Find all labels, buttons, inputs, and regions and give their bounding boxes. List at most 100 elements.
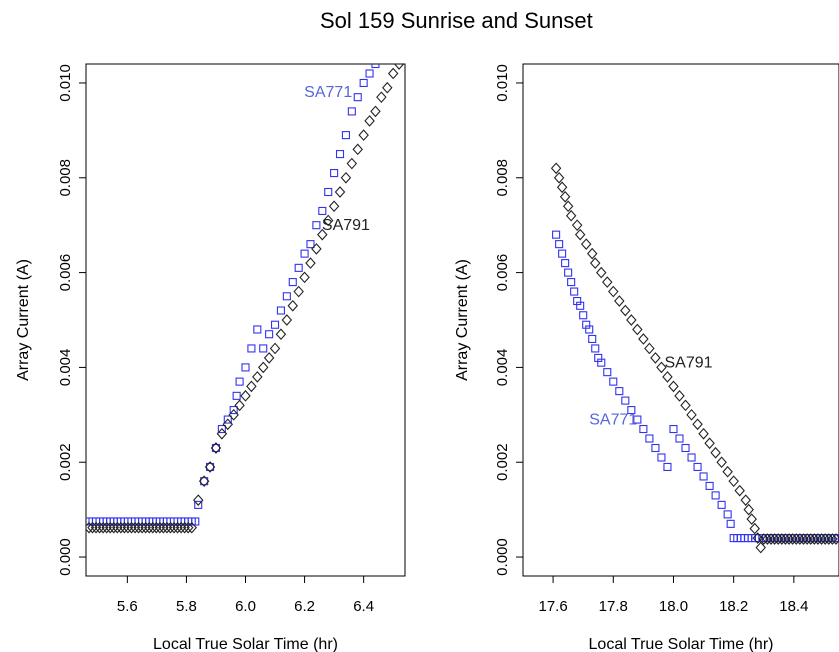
point-sa791 bbox=[240, 390, 251, 402]
point-sa791 bbox=[101, 521, 112, 534]
y-tick-label: 0.006 bbox=[494, 254, 511, 292]
point-sa791 bbox=[596, 266, 607, 279]
point-sa771 bbox=[705, 481, 714, 490]
x-tick-label: 18.0 bbox=[659, 598, 688, 615]
x-tick-label: 17.8 bbox=[599, 598, 628, 615]
panel-sunset: 17.6 17.8 18.0 18.2 18.4 0.000 0.002 0.004 0.006… bbox=[454, 63, 839, 652]
point-sa791 bbox=[765, 533, 777, 545]
point-sa791 bbox=[108, 521, 120, 534]
point-sa791 bbox=[122, 521, 134, 534]
point-sa771 bbox=[294, 263, 303, 272]
x-tick-label: 6.4 bbox=[353, 598, 374, 615]
point-sa771 bbox=[615, 387, 624, 396]
point-sa771 bbox=[570, 287, 579, 296]
point-sa791 bbox=[586, 247, 598, 260]
point-sa791 bbox=[787, 533, 798, 545]
point-sa771 bbox=[335, 150, 345, 159]
y-tick-label: 0.000 bbox=[494, 538, 511, 576]
point-sa791 bbox=[161, 521, 173, 534]
x-tick-label: 6.0 bbox=[235, 598, 256, 615]
point-sa791 bbox=[827, 533, 838, 545]
point-sa791 bbox=[812, 533, 824, 545]
chart-title: Sol 159 Sunrise and Sunset bbox=[320, 8, 593, 33]
point-sa791 bbox=[776, 533, 788, 545]
point-sa791 bbox=[614, 295, 625, 307]
y-axis-label: Array Current (A) bbox=[15, 259, 32, 381]
x-tick-label: 5.8 bbox=[176, 598, 197, 615]
point-sa791 bbox=[126, 521, 137, 534]
point-sa791 bbox=[204, 461, 216, 473]
point-sa791 bbox=[740, 494, 751, 506]
y-tick-label: 0.004 bbox=[57, 349, 74, 387]
point-sa771 bbox=[633, 415, 642, 424]
point-sa791 bbox=[393, 64, 405, 70]
y-tick-label: 0.006 bbox=[57, 254, 74, 292]
y-tick-label: 0.010 bbox=[57, 64, 74, 102]
point-sa771 bbox=[330, 168, 339, 178]
point-sa791 bbox=[638, 333, 649, 345]
point-sa791 bbox=[574, 228, 586, 241]
point-sa791 bbox=[179, 521, 190, 534]
series-label-sa771: SA771 bbox=[304, 84, 352, 101]
plot-frame bbox=[85, 63, 406, 577]
point-sa771 bbox=[229, 406, 238, 415]
point-sa791 bbox=[210, 442, 222, 454]
point-sa771 bbox=[200, 477, 209, 486]
point-sa791 bbox=[762, 533, 773, 545]
point-sa791 bbox=[559, 190, 571, 203]
point-sa771 bbox=[711, 491, 720, 500]
point-sa791 bbox=[716, 456, 727, 469]
point-sa791 bbox=[234, 399, 245, 412]
point-sa791 bbox=[287, 299, 298, 312]
point-sa791 bbox=[94, 521, 105, 534]
x-axis-label: Local True Solar Time (hr) bbox=[153, 636, 338, 652]
point-sa791 bbox=[193, 494, 204, 506]
point-sa791 bbox=[805, 533, 816, 545]
point-sa791 bbox=[794, 533, 806, 545]
y-tick-label: 0.008 bbox=[57, 159, 74, 197]
point-sa771 bbox=[318, 206, 327, 216]
point-sa771 bbox=[699, 472, 708, 481]
point-sa771 bbox=[371, 64, 380, 69]
point-sa791 bbox=[198, 475, 210, 488]
point-sa791 bbox=[115, 521, 127, 534]
point-sa791 bbox=[172, 521, 183, 534]
point-sa791 bbox=[387, 67, 399, 80]
point-sa791 bbox=[550, 162, 562, 175]
point-sa791 bbox=[743, 503, 754, 516]
point-sa791 bbox=[143, 521, 155, 534]
point-sa771 bbox=[341, 131, 350, 140]
point-sa791 bbox=[674, 390, 685, 402]
point-sa791 bbox=[565, 209, 577, 222]
point-sa771 bbox=[597, 358, 606, 367]
point-sa771 bbox=[288, 278, 297, 287]
point-sa771 bbox=[579, 311, 588, 320]
point-sa791 bbox=[370, 105, 381, 118]
point-sa791 bbox=[334, 186, 346, 198]
point-sa771 bbox=[235, 377, 244, 386]
point-sa791 bbox=[686, 408, 697, 421]
point-sa791 bbox=[340, 171, 352, 184]
point-sa791 bbox=[129, 521, 141, 534]
point-sa771 bbox=[726, 519, 735, 528]
point-sa791 bbox=[816, 533, 827, 545]
point-sa791 bbox=[104, 521, 116, 534]
point-sa791 bbox=[222, 418, 234, 431]
point-sa771 bbox=[645, 434, 654, 443]
point-sa771 bbox=[627, 406, 636, 415]
data-points bbox=[550, 162, 839, 554]
point-sa791 bbox=[186, 521, 197, 534]
point-sa791 bbox=[602, 276, 613, 288]
point-sa791 bbox=[382, 81, 393, 94]
point-sa791 bbox=[322, 214, 334, 227]
x-axis-label: Local True Solar Time (hr) bbox=[589, 636, 774, 652]
point-sa791 bbox=[632, 323, 643, 336]
point-sa771 bbox=[247, 344, 256, 353]
point-sa791 bbox=[216, 427, 228, 440]
point-sa771 bbox=[609, 377, 618, 386]
y-tick-label: 0.010 bbox=[494, 64, 511, 102]
point-sa771 bbox=[191, 517, 200, 526]
point-sa771 bbox=[723, 510, 732, 519]
point-sa791 bbox=[97, 521, 109, 534]
